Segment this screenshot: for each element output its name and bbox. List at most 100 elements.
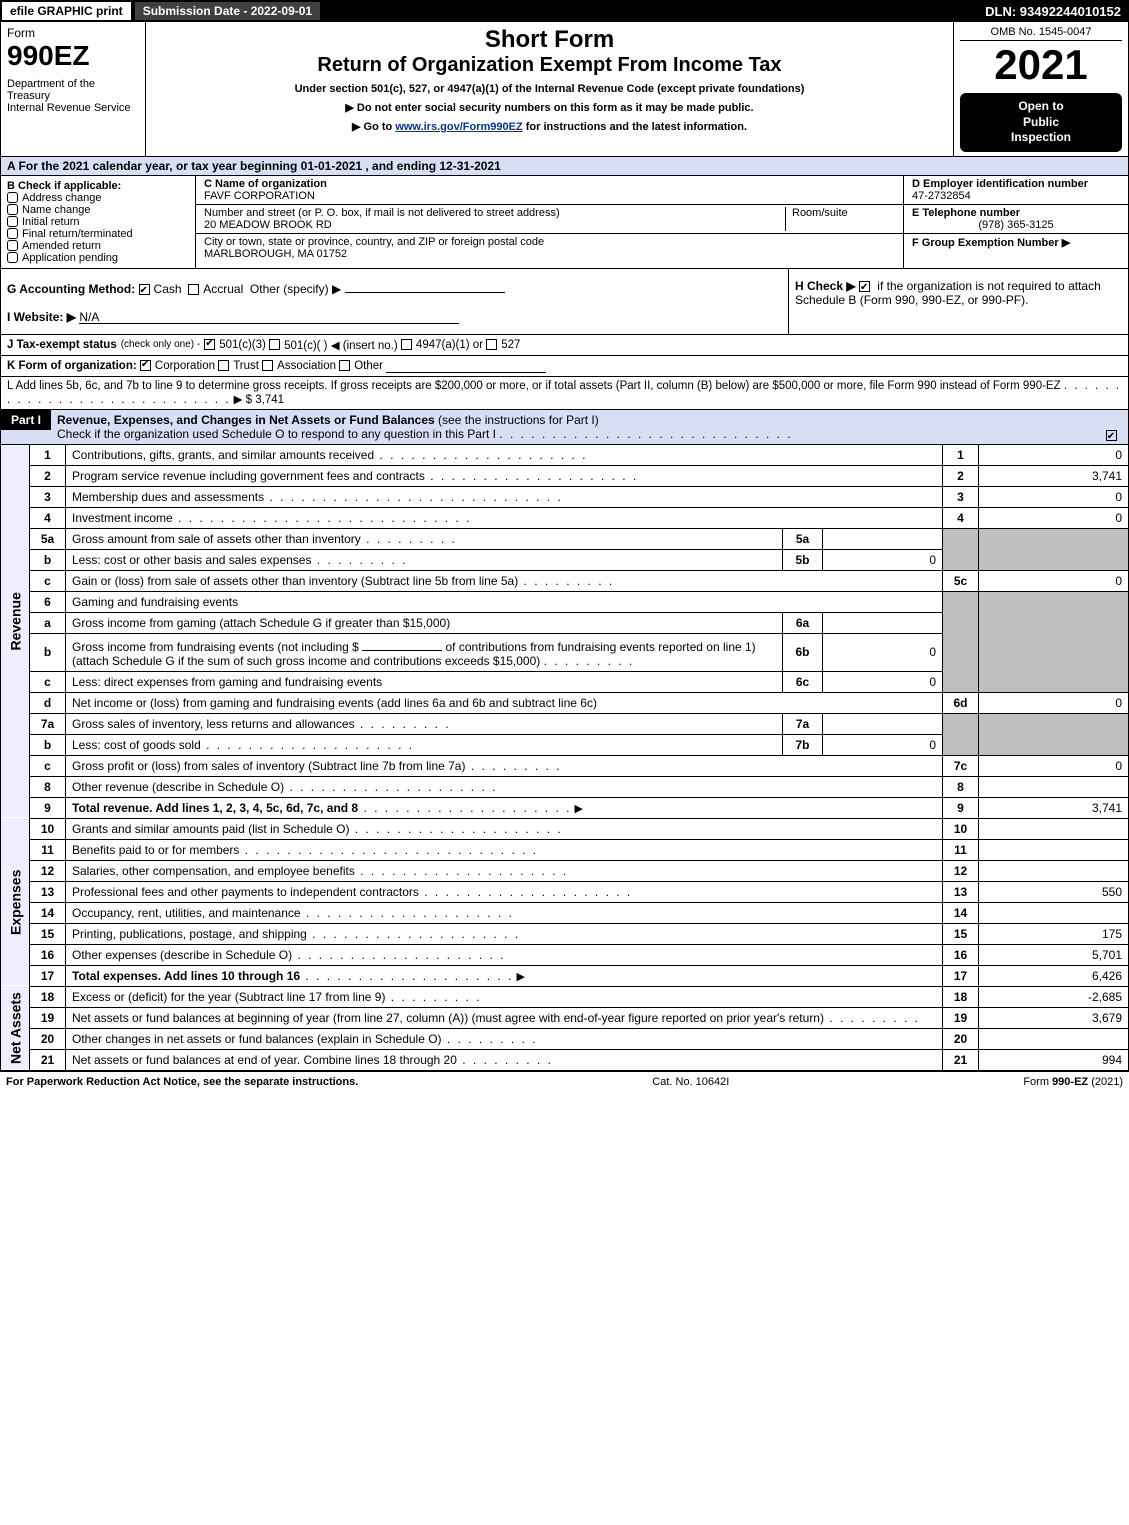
- lamt: [979, 860, 1129, 881]
- dots: [264, 490, 563, 504]
- g-label: G Accounting Method:: [7, 282, 135, 296]
- j-opt3: 4947(a)(1) or: [416, 339, 483, 351]
- k-trust: Trust: [233, 360, 259, 372]
- ld: Grants and similar amounts paid (list in…: [72, 822, 349, 836]
- dots: [442, 1032, 538, 1046]
- chk-amended-return[interactable]: Amended return: [7, 240, 189, 252]
- line-12: 12 Salaries, other compensation, and emp…: [1, 860, 1129, 881]
- lamt: [979, 1028, 1129, 1049]
- lref: 5c: [943, 570, 979, 591]
- chk-501c3[interactable]: [204, 339, 215, 350]
- tel-value: (978) 365-3125: [912, 219, 1120, 231]
- lref: 8: [943, 776, 979, 797]
- k-other-line[interactable]: [386, 359, 546, 373]
- chk-4947[interactable]: [401, 339, 412, 350]
- shade: [979, 528, 1129, 570]
- goto-pre: ▶ Go to: [352, 121, 395, 133]
- shade: [943, 528, 979, 570]
- lamt: -2,685: [979, 986, 1129, 1007]
- open-line3: Inspection: [964, 130, 1118, 146]
- dots: [284, 780, 497, 794]
- ln: 16: [30, 944, 66, 965]
- chk-cash[interactable]: [139, 284, 150, 295]
- lsub: 6a: [783, 612, 823, 633]
- ln: c: [30, 570, 66, 591]
- chk-501c[interactable]: [269, 339, 280, 350]
- chk-other[interactable]: [339, 360, 350, 371]
- row-g: G Accounting Method: Cash Accrual Other …: [1, 269, 788, 334]
- open-to-public: Open to Public Inspection: [960, 93, 1122, 152]
- line-7c: c Gross profit or (loss) from sales of i…: [1, 755, 1129, 776]
- row-h: H Check ▶ if the organization is not req…: [788, 269, 1128, 334]
- ln: 9: [30, 797, 66, 818]
- lref: 4: [943, 507, 979, 528]
- irs-link[interactable]: www.irs.gov/Form990EZ: [395, 121, 522, 133]
- j-opt1: 501(c)(3): [219, 339, 266, 351]
- lsub: 7a: [783, 713, 823, 734]
- topbar-left: efile GRAPHIC print Submission Date - 20…: [0, 0, 322, 22]
- lsubval: 0: [823, 671, 943, 692]
- lsub: 6c: [783, 671, 823, 692]
- other-specify-line[interactable]: [345, 279, 505, 293]
- ln: 4: [30, 507, 66, 528]
- lsubval: [823, 713, 943, 734]
- chk-name-change[interactable]: Name change: [7, 204, 189, 216]
- chk-address-change[interactable]: Address change: [7, 192, 189, 204]
- ln: 18: [30, 986, 66, 1007]
- l-arrow: ▶: [234, 394, 243, 406]
- dots: [499, 427, 792, 441]
- chk-label: Name change: [22, 204, 91, 216]
- chk-final-return[interactable]: Final return/terminated: [7, 228, 189, 240]
- part-i-table: Revenue 1 Contributions, gifts, grants, …: [0, 445, 1129, 1071]
- lsub: 5a: [783, 528, 823, 549]
- ln: c: [30, 671, 66, 692]
- street-label: Number and street (or P. O. box, if mail…: [204, 207, 785, 219]
- j-opt4: 527: [501, 339, 520, 351]
- box-def: D Employer identification number 47-2732…: [903, 176, 1128, 268]
- ld: Less: direct expenses from gaming and fu…: [72, 675, 382, 689]
- sched-o-check[interactable]: [1098, 410, 1128, 442]
- ld: Gain or (loss) from sale of assets other…: [72, 574, 518, 588]
- tel-label: E Telephone number: [912, 207, 1120, 219]
- chk-assoc[interactable]: [262, 360, 273, 371]
- chk-trust[interactable]: [218, 360, 229, 371]
- dots: [239, 843, 538, 857]
- ln: 5a: [30, 528, 66, 549]
- website: N/A: [79, 310, 459, 324]
- chk-accrual[interactable]: [188, 284, 199, 295]
- ln: 1: [30, 445, 66, 466]
- dots: [307, 927, 520, 941]
- lref: 9: [943, 797, 979, 818]
- i-label: I Website: ▶: [7, 310, 76, 324]
- box-b: B Check if applicable: Address change Na…: [1, 176, 196, 268]
- contrib-amount[interactable]: [362, 637, 442, 651]
- line-1: Revenue 1 Contributions, gifts, grants, …: [1, 445, 1129, 466]
- k-assoc: Association: [277, 360, 336, 372]
- footer-mid: Cat. No. 10642I: [652, 1076, 729, 1088]
- chk-app-pending[interactable]: Application pending: [7, 252, 189, 264]
- ld: Less: cost of goods sold: [72, 738, 201, 752]
- chk-initial-return[interactable]: Initial return: [7, 216, 189, 228]
- ln: 7a: [30, 713, 66, 734]
- lamt: 3,741: [979, 465, 1129, 486]
- chk-label: Final return/terminated: [22, 228, 133, 240]
- ld: Other revenue (describe in Schedule O): [72, 780, 284, 794]
- efile-print: efile GRAPHIC print: [0, 0, 133, 22]
- j-sub: (check only one) -: [121, 339, 200, 350]
- footer-right-code: 990-EZ: [1052, 1076, 1088, 1088]
- ln: d: [30, 692, 66, 713]
- footer-right-pre: Form: [1023, 1076, 1052, 1088]
- ld: Total revenue. Add lines 1, 2, 3, 4, 5c,…: [72, 801, 358, 815]
- footer-right: Form 990-EZ (2021): [1023, 1076, 1123, 1088]
- part-i-header: Part I Revenue, Expenses, and Changes in…: [0, 410, 1129, 445]
- ln: 14: [30, 902, 66, 923]
- chk-corp[interactable]: [140, 360, 151, 371]
- ln: 15: [30, 923, 66, 944]
- chk-h[interactable]: [859, 281, 870, 292]
- row-l: L Add lines 5b, 6c, and 7b to line 9 to …: [0, 377, 1129, 410]
- line-11: 11 Benefits paid to or for members 11: [1, 839, 1129, 860]
- line-10: Expenses 10 Grants and similar amounts p…: [1, 818, 1129, 839]
- chk-527[interactable]: [486, 339, 497, 350]
- dots: [465, 759, 561, 773]
- form-header: Form 990EZ Department of the Treasury In…: [0, 22, 1129, 157]
